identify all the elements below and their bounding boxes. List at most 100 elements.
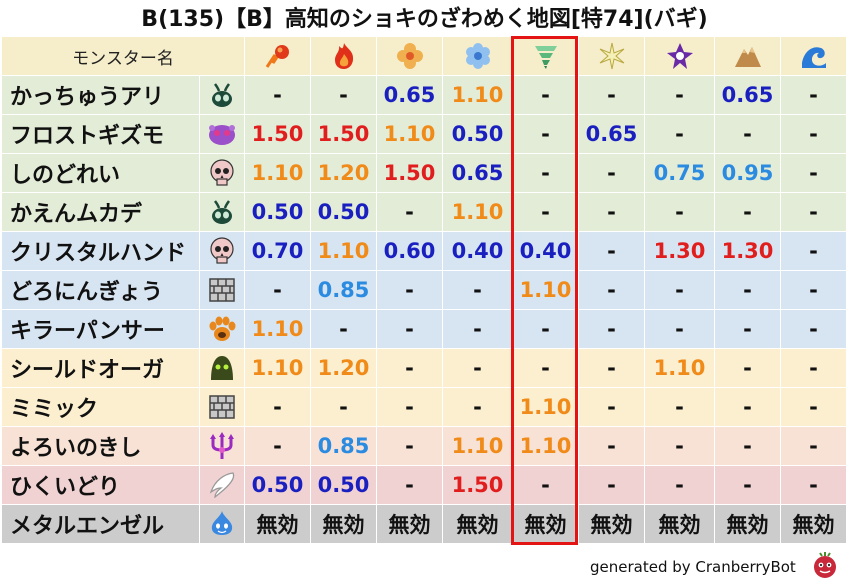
wave-icon bbox=[781, 37, 847, 76]
resistance-value: - bbox=[781, 193, 847, 232]
resistance-value: 0.50 bbox=[443, 115, 513, 154]
resistance-value: 0.70 bbox=[245, 232, 311, 271]
resistance-value: - bbox=[245, 271, 311, 310]
resistance-value: - bbox=[781, 349, 847, 388]
table-row: かえんムカデ 0.50 0.50-1.10- - - - - bbox=[2, 193, 847, 232]
resistance-value: 1.10 bbox=[443, 76, 513, 115]
bug-icon bbox=[200, 193, 245, 232]
monster-name: どろにんぎょう bbox=[2, 271, 200, 310]
monster-name: かえんムカデ bbox=[2, 193, 200, 232]
resistance-table: モンスター名 かっちゅうアリ - -0.65 1.10- - -0.65- フロストギズモ 1.… bbox=[2, 37, 847, 544]
footer-credit: generated by CranberryBot bbox=[590, 558, 796, 576]
monster-name: しのどれい bbox=[2, 154, 200, 193]
resistance-value: - bbox=[513, 466, 579, 505]
table-row: よろいのきし -0.85-1.10 1.10- - - - bbox=[2, 427, 847, 466]
resistance-value: 1.10 bbox=[443, 193, 513, 232]
resistance-value: - bbox=[579, 193, 645, 232]
monster-name: かっちゅうアリ bbox=[2, 76, 200, 115]
resistance-value: - bbox=[245, 427, 311, 466]
resistance-value: - bbox=[377, 388, 443, 427]
paw-icon bbox=[200, 310, 245, 349]
resistance-value: - bbox=[579, 466, 645, 505]
resistance-value: - bbox=[443, 271, 513, 310]
resistance-value: - bbox=[311, 76, 377, 115]
resistance-value: 1.10 bbox=[645, 349, 715, 388]
resistance-value: 0.50 bbox=[311, 193, 377, 232]
page-title: B(135)【B】高知のショキのざわめく地図[特74](バギ) bbox=[141, 7, 708, 32]
resistance-value: - bbox=[715, 427, 781, 466]
resistance-value: - bbox=[443, 349, 513, 388]
resistance-value: - bbox=[715, 310, 781, 349]
resistance-value: 0.65 bbox=[715, 76, 781, 115]
resistance-value: 0.50 bbox=[311, 466, 377, 505]
table-row: ミミック - - - -1.10- - - - bbox=[2, 388, 847, 427]
resistance-value: - bbox=[513, 115, 579, 154]
table-row: かっちゅうアリ - -0.65 1.10- - -0.65- bbox=[2, 76, 847, 115]
monster-name: メタルエンゼル bbox=[2, 505, 200, 544]
resistance-value: 1.50 bbox=[245, 115, 311, 154]
resistance-value: 無効 bbox=[645, 505, 715, 544]
resistance-value: - bbox=[513, 193, 579, 232]
table-row: どろにんぎょう -0.85- -1.10- - - - bbox=[2, 271, 847, 310]
resistance-value: - bbox=[513, 76, 579, 115]
resistance-value: 1.30 bbox=[715, 232, 781, 271]
monster-name: フロストギズモ bbox=[2, 115, 200, 154]
spark-icon bbox=[579, 37, 645, 76]
monster-name: ミミック bbox=[2, 388, 200, 427]
resistance-value: - bbox=[377, 427, 443, 466]
resistance-value: - bbox=[645, 310, 715, 349]
resistance-value: - bbox=[513, 154, 579, 193]
resistance-value: - bbox=[781, 76, 847, 115]
resistance-value: - bbox=[645, 466, 715, 505]
resistance-value: 0.85 bbox=[311, 427, 377, 466]
resistance-value: - bbox=[715, 349, 781, 388]
resistance-value: 0.95 bbox=[715, 154, 781, 193]
resistance-value: - bbox=[513, 310, 579, 349]
resistance-value: - bbox=[377, 466, 443, 505]
resistance-value: - bbox=[781, 310, 847, 349]
trident-icon bbox=[200, 427, 245, 466]
skull-icon bbox=[200, 154, 245, 193]
resistance-value: 0.50 bbox=[245, 193, 311, 232]
resistance-value: 無効 bbox=[443, 505, 513, 544]
snowflake-icon bbox=[443, 37, 513, 76]
resistance-value: 1.20 bbox=[311, 349, 377, 388]
resistance-value: - bbox=[311, 310, 377, 349]
resistance-value: - bbox=[645, 388, 715, 427]
resistance-value: 0.65 bbox=[443, 154, 513, 193]
table-row: キラーパンサー 1.10- - - - - - - - bbox=[2, 310, 847, 349]
slime-ghost-icon bbox=[200, 349, 245, 388]
skull-icon bbox=[200, 232, 245, 271]
resistance-value: 1.10 bbox=[377, 115, 443, 154]
resistance-value: - bbox=[443, 388, 513, 427]
resistance-value: - bbox=[715, 466, 781, 505]
monster-name: シールドオーガ bbox=[2, 349, 200, 388]
resistance-value: 1.10 bbox=[245, 154, 311, 193]
resistance-value: - bbox=[781, 466, 847, 505]
resistance-value: 1.30 bbox=[645, 232, 715, 271]
resistance-value: - bbox=[443, 310, 513, 349]
resistance-value: - bbox=[781, 154, 847, 193]
header-name-label: モンスター名 bbox=[2, 37, 245, 76]
resistance-value: - bbox=[245, 388, 311, 427]
resistance-value: 1.10 bbox=[513, 427, 579, 466]
resistance-value: 無効 bbox=[513, 505, 579, 544]
resistance-value: - bbox=[579, 310, 645, 349]
resistance-value: 無効 bbox=[245, 505, 311, 544]
resistance-value: - bbox=[377, 271, 443, 310]
flower-ice-icon bbox=[377, 37, 443, 76]
resistance-value: - bbox=[781, 271, 847, 310]
table-row: メタルエンゼル 無効 無効 無効 無効 無効 無効 無効 無効 無効 bbox=[2, 505, 847, 544]
resistance-value: - bbox=[377, 349, 443, 388]
mountain-icon bbox=[715, 37, 781, 76]
dark-spiral-icon bbox=[645, 37, 715, 76]
resistance-value: 無効 bbox=[311, 505, 377, 544]
resistance-value: - bbox=[579, 349, 645, 388]
resistance-value: - bbox=[513, 349, 579, 388]
monster-name: よろいのきし bbox=[2, 427, 200, 466]
resistance-value: - bbox=[715, 271, 781, 310]
resistance-value: - bbox=[377, 193, 443, 232]
table-row: ひくいどり 0.50 0.50-1.50- - - - - bbox=[2, 466, 847, 505]
resistance-value: - bbox=[377, 310, 443, 349]
table-row: シールドオーガ 1.10 1.20- - - -1.10- - bbox=[2, 349, 847, 388]
